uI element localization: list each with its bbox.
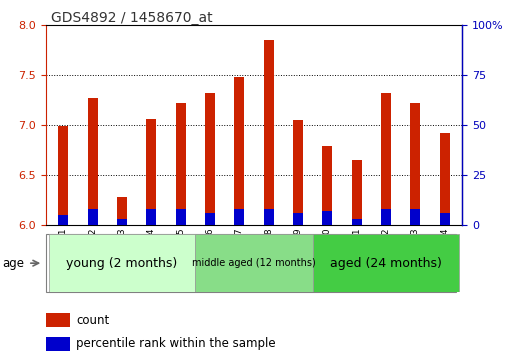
Text: count: count — [76, 314, 109, 327]
Bar — [293, 120, 303, 225]
Bar — [205, 213, 215, 225]
Bar — [410, 209, 421, 225]
Bar — [234, 209, 244, 225]
Bar — [146, 119, 156, 225]
Bar — [312, 234, 459, 292]
Bar — [87, 209, 98, 225]
Bar — [439, 213, 450, 225]
Bar — [176, 209, 186, 225]
Bar — [322, 211, 332, 225]
Bar — [146, 209, 156, 225]
Bar — [46, 313, 70, 327]
Bar — [381, 93, 391, 225]
Text: middle aged (12 months): middle aged (12 months) — [192, 258, 316, 268]
Bar — [264, 209, 274, 225]
Text: GDS4892 / 1458670_at: GDS4892 / 1458670_at — [51, 11, 212, 25]
Bar — [176, 103, 186, 225]
Bar — [293, 213, 303, 225]
Text: young (2 months): young (2 months) — [67, 257, 178, 270]
Text: aged (24 months): aged (24 months) — [330, 257, 442, 270]
Bar — [322, 146, 332, 225]
Bar — [439, 133, 450, 225]
Bar — [205, 93, 215, 225]
Text: percentile rank within the sample: percentile rank within the sample — [76, 338, 276, 350]
Bar — [87, 98, 98, 225]
Bar — [46, 337, 70, 351]
Bar — [381, 209, 391, 225]
Bar — [196, 234, 312, 292]
Bar — [117, 219, 127, 225]
Bar — [117, 197, 127, 225]
Bar — [410, 103, 421, 225]
Bar — [49, 234, 196, 292]
Bar — [264, 40, 274, 225]
Bar — [58, 126, 69, 225]
Bar — [234, 77, 244, 225]
Bar — [352, 160, 362, 225]
Bar — [58, 215, 69, 225]
Bar — [352, 219, 362, 225]
Text: age: age — [3, 257, 24, 270]
